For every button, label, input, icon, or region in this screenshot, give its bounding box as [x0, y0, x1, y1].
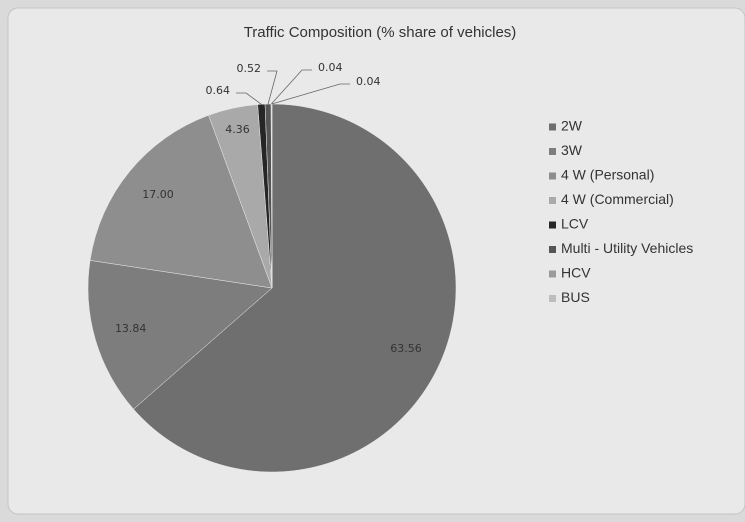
data-label: 0.52 — [237, 62, 262, 75]
legend-swatch — [549, 123, 556, 131]
legend-label: BUS — [561, 289, 590, 305]
legend-label: Multi - Utility Vehicles — [561, 240, 693, 256]
data-label: 0.04 — [356, 75, 381, 88]
legend-swatch — [549, 148, 556, 155]
legend-swatch — [549, 197, 556, 204]
legend-label: 4 W (Personal) — [561, 167, 654, 183]
chart-title: Traffic Composition (% share of vehicles… — [244, 24, 517, 41]
legend-swatch — [549, 221, 556, 229]
legend-swatch — [549, 246, 556, 253]
leader-line — [267, 70, 278, 105]
data-label: 0.64 — [206, 84, 231, 97]
legend-label: LCV — [561, 216, 589, 232]
leader-line — [236, 92, 262, 105]
data-label: 63.56 — [390, 342, 422, 355]
legend-label: HCV — [561, 265, 591, 281]
pie-slice — [89, 114, 273, 289]
legend-label: 4 W (Commercial) — [561, 191, 674, 207]
data-label: 17.00 — [142, 188, 174, 201]
legend-label: 2W — [561, 118, 583, 134]
leader-line — [271, 83, 350, 105]
data-label: 13.84 — [115, 322, 147, 335]
data-label: 4.36 — [225, 123, 250, 136]
legend-swatch — [549, 270, 556, 278]
leader-line — [271, 69, 312, 105]
pie-slice — [133, 103, 457, 473]
legend-label: 3W — [561, 142, 583, 158]
legend-swatch — [549, 172, 556, 180]
data-label: 0.04 — [318, 61, 343, 74]
legend-swatch — [549, 295, 556, 302]
pie-slice — [87, 260, 273, 410]
